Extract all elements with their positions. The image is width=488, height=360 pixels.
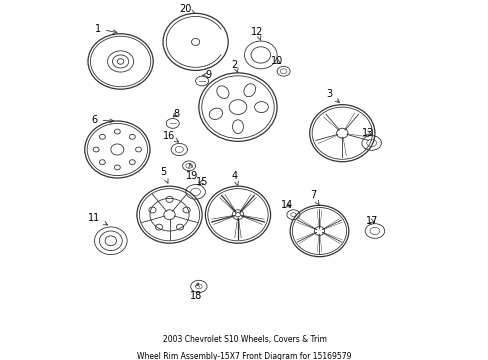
Text: 17: 17 (365, 216, 377, 226)
Text: 7: 7 (309, 190, 319, 205)
Text: 14: 14 (280, 200, 292, 210)
Text: 2003 Chevrolet S10 Wheels, Covers & Trim: 2003 Chevrolet S10 Wheels, Covers & Trim (162, 335, 326, 344)
Text: 15: 15 (196, 177, 208, 187)
Text: 9: 9 (202, 69, 211, 80)
Text: 3: 3 (325, 89, 339, 103)
Text: 2: 2 (231, 60, 238, 73)
Text: 1: 1 (95, 24, 117, 34)
Text: 18: 18 (189, 283, 202, 301)
Text: 8: 8 (173, 109, 179, 119)
Text: 12: 12 (251, 27, 263, 40)
Text: Wheel Rim Assembly-15X7 Front Diagram for 15169579: Wheel Rim Assembly-15X7 Front Diagram fo… (137, 352, 351, 360)
Text: 4: 4 (231, 171, 238, 186)
Text: 6: 6 (91, 115, 113, 125)
Text: 19: 19 (186, 164, 198, 181)
Text: 13: 13 (362, 128, 374, 138)
Text: 16: 16 (163, 131, 178, 142)
Text: 10: 10 (270, 57, 283, 67)
Text: 11: 11 (88, 213, 107, 225)
Text: 5: 5 (160, 167, 168, 183)
Text: 20: 20 (179, 4, 195, 14)
